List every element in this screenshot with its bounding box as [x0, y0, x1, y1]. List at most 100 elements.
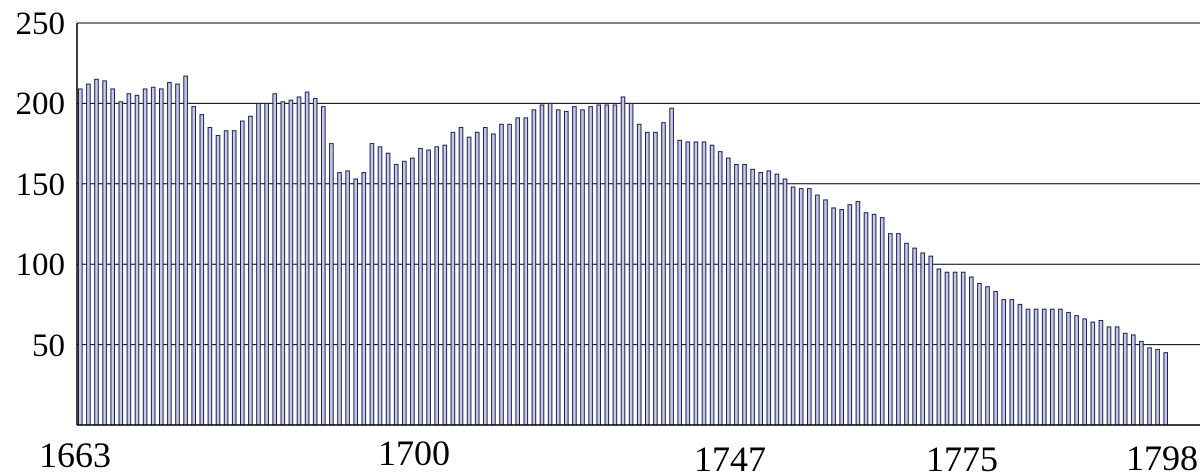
- bar-1774: [977, 283, 982, 426]
- bar-1669: [126, 93, 132, 426]
- bar-1728: [604, 104, 610, 426]
- x-tick-label: 1663: [39, 435, 111, 475]
- bar-1695: [337, 172, 342, 426]
- bar-1698: [361, 172, 367, 426]
- bar-1696: [345, 170, 350, 426]
- bar-1747: [758, 172, 764, 426]
- bar-1737: [677, 139, 683, 426]
- x-tick-label: 1700: [378, 433, 450, 473]
- bar-1745: [742, 164, 747, 426]
- bar-1736: [669, 107, 674, 426]
- bar-1743: [726, 157, 731, 426]
- bar-1710: [458, 127, 464, 426]
- bar-1725: [580, 109, 585, 426]
- bar-1707: [434, 146, 439, 426]
- bar-1785: [1066, 311, 1071, 426]
- bar-1788: [1090, 321, 1096, 426]
- bar-1721: [547, 102, 553, 426]
- bar-1797: [1163, 352, 1169, 426]
- bar-1783: [1050, 308, 1055, 426]
- bar-1760: [863, 212, 869, 426]
- bar-1722: [555, 109, 561, 426]
- bar-1751: [790, 186, 796, 426]
- bar-1666: [102, 80, 107, 426]
- bar-1671: [142, 88, 148, 426]
- bar-1723: [564, 110, 569, 426]
- bar-1748: [766, 170, 772, 426]
- bar-1746: [750, 168, 755, 426]
- bar-1772: [960, 271, 966, 426]
- bar-1713: [483, 127, 488, 426]
- bar-1673: [159, 88, 164, 426]
- bar-1758: [847, 204, 853, 426]
- bar-1667: [110, 88, 116, 426]
- bar-1734: [653, 131, 658, 426]
- bar-1693: [321, 106, 326, 426]
- bar-1768: [928, 255, 934, 426]
- bar-1730: [620, 96, 626, 426]
- x-tick-label: 1775: [926, 439, 998, 475]
- bar-1762: [879, 217, 885, 426]
- bar-1794: [1139, 340, 1144, 426]
- bar-1738: [685, 141, 691, 426]
- bar-1704: [410, 157, 415, 426]
- bar-1787: [1082, 318, 1088, 426]
- bar-1718: [523, 117, 529, 426]
- bar-1681: [223, 130, 229, 426]
- bar-1674: [167, 82, 172, 426]
- bar-1684: [248, 115, 253, 426]
- bar-1663: [78, 88, 83, 426]
- bar-1680: [215, 135, 221, 426]
- bar-1665: [94, 78, 99, 426]
- bar-1756: [831, 207, 836, 426]
- x-tick-label: 1798: [1126, 438, 1198, 475]
- bar-1752: [798, 188, 804, 426]
- bar-1766: [912, 247, 917, 426]
- bar-1732: [636, 123, 642, 426]
- bar-1741: [709, 144, 715, 426]
- bar-1793: [1131, 334, 1136, 426]
- bar-1773: [969, 276, 974, 426]
- bar-1739: [693, 141, 699, 426]
- bar-1779: [1017, 303, 1023, 426]
- bar-1750: [782, 178, 788, 426]
- bar-1719: [531, 109, 537, 426]
- bar-1717: [515, 117, 521, 426]
- bar-1765: [904, 242, 909, 426]
- bar-1731: [628, 102, 634, 426]
- bar-1770: [944, 271, 950, 426]
- bar-1740: [701, 141, 707, 426]
- bar-1712: [474, 131, 480, 426]
- bar-1672: [150, 86, 156, 426]
- bar-1679: [207, 127, 213, 426]
- bar-1791: [1114, 326, 1120, 426]
- bar-1682: [231, 130, 237, 426]
- bar-1702: [393, 164, 399, 426]
- bar-1691: [304, 91, 310, 426]
- bar-1689: [288, 99, 294, 426]
- bar-1759: [855, 200, 861, 426]
- bar-1767: [920, 252, 926, 426]
- bar-1715: [499, 123, 504, 426]
- bar-1742: [717, 151, 723, 426]
- bar-1782: [1041, 308, 1047, 426]
- bar-1697: [353, 178, 358, 426]
- bar-1677: [191, 106, 196, 426]
- bar-1761: [871, 213, 877, 426]
- bar-1777: [1001, 299, 1007, 426]
- bar-1709: [450, 131, 456, 426]
- bar-1720: [539, 104, 545, 426]
- bar-1670: [134, 94, 140, 426]
- bar-1755: [823, 199, 828, 426]
- bar-1781: [1033, 308, 1039, 426]
- bar-1706: [426, 149, 431, 426]
- bar-1714: [491, 133, 496, 426]
- y-tick-label: 50: [32, 328, 65, 364]
- bar-1753: [807, 188, 812, 426]
- y-tick-label: 100: [16, 247, 66, 283]
- bar-1703: [402, 160, 407, 426]
- bar-1789: [1098, 319, 1104, 426]
- bar-1687: [272, 93, 277, 426]
- bar-1776: [993, 291, 998, 426]
- bar-1676: [183, 75, 188, 426]
